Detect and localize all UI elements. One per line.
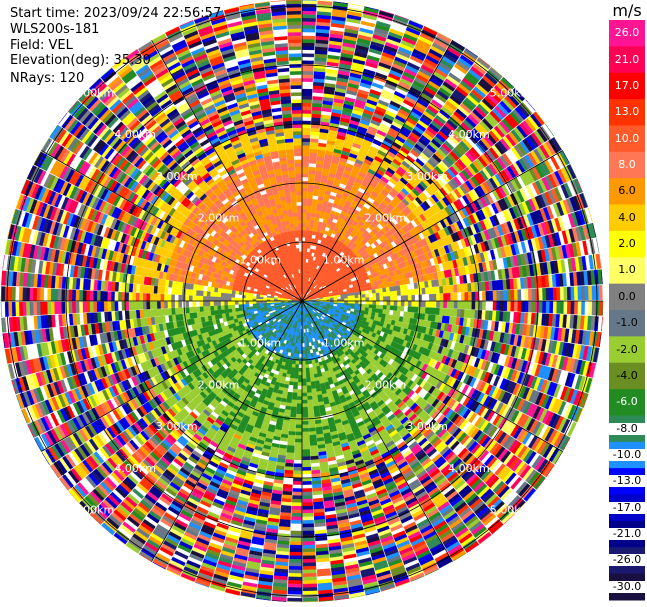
azimuth-line xyxy=(151,300,303,562)
range-label: 2.00km xyxy=(365,212,407,225)
range-label: 3.00km xyxy=(156,420,198,433)
range-label: 5.00km xyxy=(73,86,115,99)
azimuth-line xyxy=(301,300,563,452)
colorbar-swatch xyxy=(609,389,645,416)
colorbar-swatch xyxy=(609,178,645,206)
colorbar-tick-label: -21.0 xyxy=(608,528,646,541)
colorbar-swatch xyxy=(609,151,645,179)
colorbar-tick-label: -2.0 xyxy=(616,342,638,356)
nrays-text: NRays: 120 xyxy=(10,71,85,86)
colorbar-tick-label: -13.0 xyxy=(608,475,646,488)
colorbar-swatch xyxy=(609,125,645,153)
colorbar-unit: m/s xyxy=(612,1,642,20)
colorbar-tick-label: 1.0 xyxy=(618,263,636,277)
colorbar-tick-label: -30.0 xyxy=(608,580,646,593)
velocity-gates xyxy=(0,0,604,603)
range-label: 3.00km xyxy=(156,170,198,183)
range-label: 2.00km xyxy=(365,378,407,391)
colorbar-swatch xyxy=(609,46,645,74)
range-label: 4.00km xyxy=(448,462,490,475)
azimuth-line xyxy=(301,150,563,302)
colorbar-tick-label: 17.0 xyxy=(614,78,640,92)
colorbar-tick-label: 4.0 xyxy=(618,210,636,224)
range-label: 2.00km xyxy=(198,212,240,225)
colorbar-tick-label: -6.0 xyxy=(616,395,638,409)
range-label: 1.00km xyxy=(239,337,281,350)
colorbar-swatch xyxy=(609,310,645,337)
colorbar-swatch xyxy=(609,72,645,100)
instrument-text: WLS200s-181 xyxy=(10,22,100,37)
range-label: 2.00km xyxy=(198,378,240,391)
range-label: 4.00km xyxy=(448,128,490,141)
colorbar-swatch xyxy=(609,20,645,47)
range-label: 1.00km xyxy=(323,253,365,266)
colorbar-swatch xyxy=(609,257,645,285)
start-time-text: Start time: 2023/09/24 22:56:57 xyxy=(10,6,222,21)
colorbar-swatch xyxy=(609,99,645,126)
colorbar-tick-label: 8.0 xyxy=(618,158,636,171)
colorbar-tick-label: -17.0 xyxy=(608,501,646,514)
colorbar-swatch xyxy=(609,283,645,311)
colorbar-tick-label: 10.0 xyxy=(614,131,640,145)
azimuth-line xyxy=(41,300,303,452)
azimuth-line xyxy=(41,150,303,302)
colorbar-tick-label: -1.0 xyxy=(616,316,638,330)
azimuth-line xyxy=(151,40,303,302)
colorbar-tick-label: -26.0 xyxy=(608,554,646,567)
colorbar-swatch xyxy=(609,362,645,390)
colorbar-swatch xyxy=(609,336,645,364)
range-label: 3.00km xyxy=(406,170,448,183)
elevation-text: Elevation(deg): 35.30 xyxy=(10,53,151,68)
colorbar-tick-label: 21.0 xyxy=(614,52,640,66)
range-label: 1.00km xyxy=(323,337,365,350)
colorbar-tick-label: -10.0 xyxy=(608,449,646,461)
colorbar-swatch xyxy=(609,230,645,258)
range-label: 4.00km xyxy=(114,128,156,141)
ppi-scan-display: 1.00km 1.00km 1.00km 1.00km 2.00km 2.00km 2.00… xyxy=(0,0,604,603)
range-label: 3.00km xyxy=(406,420,448,433)
range-label: 5.00km xyxy=(73,504,115,517)
range-labels: 1.00km 1.00km 1.00km 1.00km 2.00km 2.00km 2.00… xyxy=(73,86,532,516)
colorbar-tick-label: 26.0 xyxy=(614,26,640,40)
azimuth-line xyxy=(301,40,453,302)
range-label: 4.00km xyxy=(114,462,156,475)
colorbar-tick-label: -4.0 xyxy=(616,368,638,382)
colorbar-tick-label: 0.0 xyxy=(618,289,636,303)
colorbar-tick-label: -8.0 xyxy=(608,422,646,435)
colorbar-swatch xyxy=(609,204,645,232)
range-label: 5.00km xyxy=(490,86,532,99)
colorbar-tick-label: 13.0 xyxy=(614,105,640,119)
field-text: Field: VEL xyxy=(10,38,73,53)
colorbar-tick-label: 6.0 xyxy=(618,184,636,198)
range-label: 5.00km xyxy=(490,504,532,517)
colorbar-tick-label: 2.0 xyxy=(618,237,636,251)
range-label: 1.00km xyxy=(239,253,281,266)
range-rings xyxy=(1,0,603,602)
azimuth-line xyxy=(301,300,453,562)
